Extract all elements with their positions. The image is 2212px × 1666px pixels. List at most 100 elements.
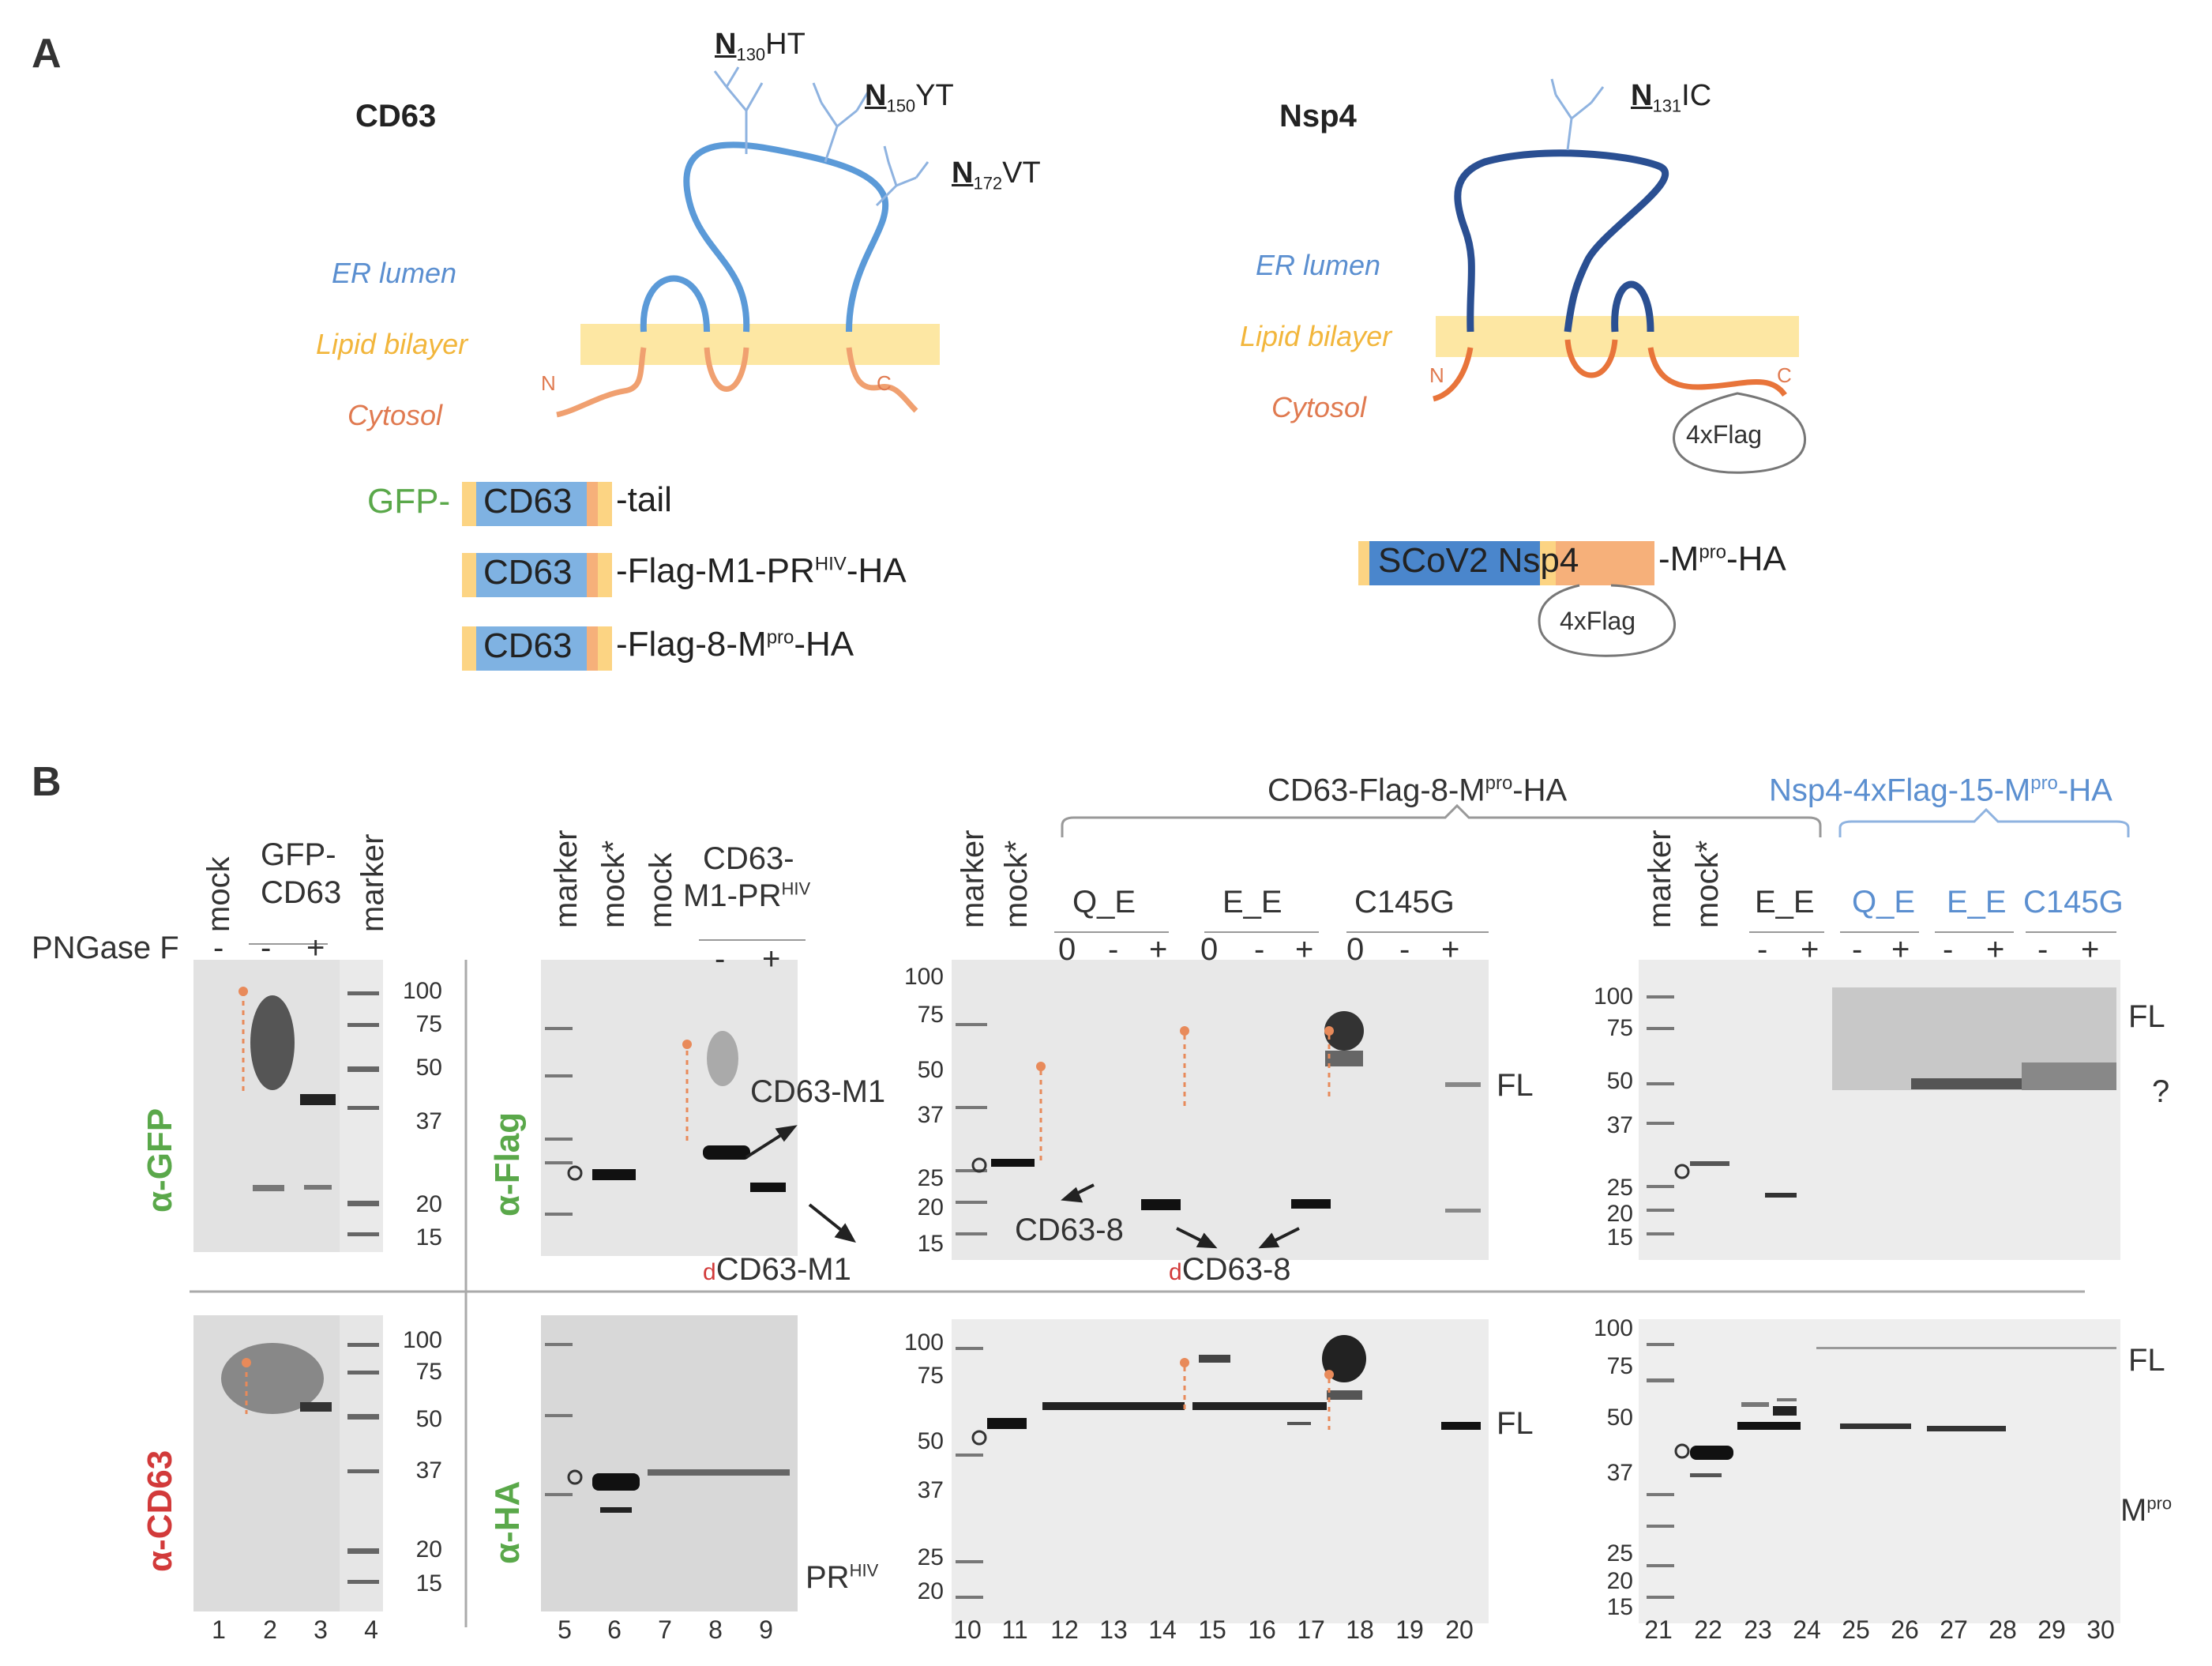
mw: 75 <box>917 1363 944 1389</box>
mw: 15 <box>1606 1594 1633 1620</box>
mw: 100 <box>903 964 944 990</box>
lane-number: 11 <box>1001 1615 1028 1644</box>
nsp4-cytosol-label: Cytosol <box>1271 391 1367 423</box>
ab-ha: α-HA <box>488 1480 527 1564</box>
lane-number: 1 <box>212 1615 226 1644</box>
group-nsp4-header: Nsp4-4xFlag-15-Mpro-HA <box>1769 773 2112 808</box>
blot2-sign-1: - <box>715 942 726 976</box>
lane-number: 27 <box>1940 1615 1968 1644</box>
construct1-suffix: -tail <box>616 480 672 519</box>
mw: 20 <box>1606 1201 1633 1227</box>
mw: 50 <box>415 1055 442 1081</box>
blot1-sign-1: - <box>213 931 224 965</box>
construct3-box-label: CD63 <box>483 626 573 665</box>
mw: 20 <box>415 1536 442 1563</box>
mw: 37 <box>415 1108 442 1134</box>
pngase-label: PNGase F <box>32 931 179 965</box>
nsp4-small-loop <box>1611 280 1654 333</box>
construct4-suffix: -Mpro-HA <box>1658 540 1786 578</box>
mw: 75 <box>1606 1015 1633 1041</box>
cd63-lipid-label: Lipid bilayer <box>316 328 468 360</box>
blot4-fl-bottom: FL <box>2128 1343 2165 1378</box>
cd63-er-lumen-label: ER lumen <box>332 257 457 289</box>
mw: 37 <box>415 1457 442 1484</box>
cd63-large-loop <box>683 141 889 333</box>
lane-number: 12 <box>1050 1615 1079 1644</box>
blot3-sign: - <box>1254 932 1265 967</box>
cd63-glycosite-1: N130HT <box>715 28 806 65</box>
mw: 15 <box>415 1224 442 1250</box>
lane-number: 8 <box>708 1615 723 1644</box>
nsp4-flag-bubble <box>1673 392 1807 474</box>
cd63-n-tail <box>556 347 647 418</box>
band-pr-hiv: PRHIV <box>806 1560 879 1595</box>
blot2-lane-mockstar: mock* <box>596 840 631 928</box>
blot2-group-line1: CD63- <box>703 841 794 876</box>
mw: 37 <box>917 1477 944 1503</box>
lane-number: 6 <box>607 1615 622 1644</box>
blot4-sign: - <box>2037 932 2049 967</box>
blot3-sign: 0 <box>1200 932 1219 967</box>
lane-number: 21 <box>1644 1615 1673 1644</box>
group-cd63-header: CD63-Flag-8-Mpro-HA <box>1267 773 1568 808</box>
mw: 75 <box>415 1011 442 1037</box>
cd63-c-terminus: C <box>877 371 892 395</box>
mw: 100 <box>903 1329 944 1356</box>
nsp4-glycosite: N131IC <box>1631 79 1712 116</box>
mw: 100 <box>1593 983 1633 1010</box>
lane-number: 9 <box>759 1615 773 1644</box>
mw: 50 <box>1606 1405 1633 1431</box>
lane-number: 24 <box>1793 1615 1821 1644</box>
blot4-sign: + <box>2081 932 2100 967</box>
blot4-lane-marker: marker <box>1643 829 1677 928</box>
mw: 75 <box>917 1002 944 1028</box>
blot4-group-c145g: C145G <box>2023 885 2124 919</box>
lane-number: 7 <box>658 1615 672 1644</box>
construct3-suffix: -Flag-8-Mpro-HA <box>616 625 854 664</box>
blot4-fl-top: FL <box>2128 999 2165 1034</box>
blot3-sign: + <box>1295 932 1314 967</box>
blot4-sign: + <box>1801 932 1820 967</box>
construct1-prefix: GFP- <box>367 482 451 521</box>
construct2-box-label: CD63 <box>483 553 573 592</box>
lane-number: 13 <box>1099 1615 1128 1644</box>
lane-number: 5 <box>558 1615 572 1644</box>
blot3-sign: + <box>1441 932 1460 967</box>
blot4-sign: - <box>1757 932 1768 967</box>
cd63-c-tail <box>846 347 918 413</box>
blot2-lane-mock: mock <box>644 852 678 928</box>
lane-number: 26 <box>1891 1615 1919 1644</box>
ab-gfp: α-GFP <box>141 1108 179 1213</box>
mw: 100 <box>1593 1315 1633 1341</box>
mw: 50 <box>917 1057 944 1083</box>
cd63-small-loop <box>640 275 710 333</box>
blot1-sign-2: - <box>261 931 272 965</box>
band-mpro: Mpro <box>2120 1493 2173 1528</box>
lane-number: 30 <box>2086 1615 2115 1644</box>
blot4-group-ee-2: E_E <box>1947 885 2007 919</box>
panel-a-letter: A <box>32 31 62 77</box>
blot3-sign: - <box>1399 932 1410 967</box>
blot3-sign: - <box>1108 932 1119 967</box>
cd63-cytosol-label: Cytosol <box>347 399 443 431</box>
mw: 75 <box>415 1359 442 1385</box>
nsp4-flag-label: 4xFlag <box>1686 420 1763 449</box>
lane-number: 14 <box>1148 1615 1177 1644</box>
band-dcd63-m1: dCD63-M1 <box>703 1252 851 1287</box>
blot3-group-ee: E_E <box>1222 885 1283 919</box>
blot4-sign: - <box>1852 932 1863 967</box>
lane-number: 17 <box>1297 1615 1325 1644</box>
blot3-group-c145g: C145G <box>1354 885 1455 919</box>
mw: 25 <box>917 1165 944 1191</box>
mw: 25 <box>1606 1540 1633 1566</box>
mw: 50 <box>415 1406 442 1432</box>
lane-number: 10 <box>953 1615 982 1644</box>
lane-number: 20 <box>1445 1615 1474 1644</box>
band-cd63-8: CD63-8 <box>1015 1213 1124 1247</box>
blot4-sign: - <box>1943 932 1954 967</box>
construct1-box-label: CD63 <box>483 482 573 521</box>
mw: 25 <box>917 1544 944 1570</box>
mw: 20 <box>415 1191 442 1217</box>
lane-number: 22 <box>1694 1615 1722 1644</box>
